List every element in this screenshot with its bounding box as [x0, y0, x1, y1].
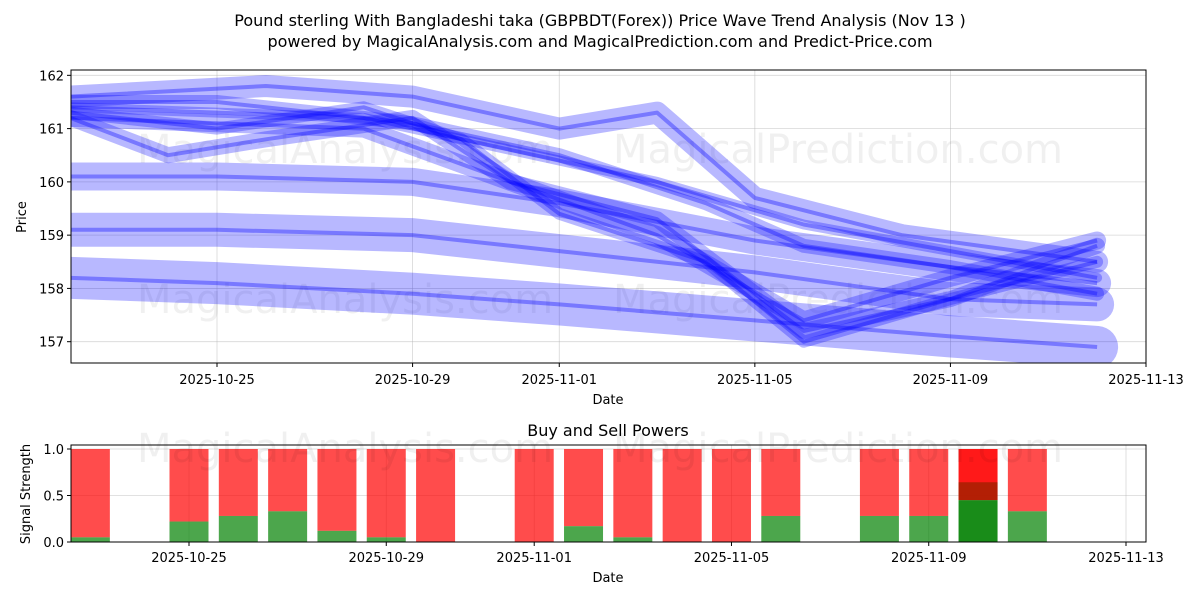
power-x-tick-label: 2025-11-13 [1088, 551, 1164, 566]
wave-band-2 [71, 95, 1105, 301]
price-x-tick-label: 2025-11-09 [913, 373, 989, 388]
power-y-tick-label: 0.5 [43, 490, 64, 505]
watermark-analysis-top: MagicalAnalysis.com [137, 127, 553, 173]
power-chart-title: Buy and Sell Powers [527, 421, 689, 440]
power-x-tick-label: 2025-10-29 [348, 551, 424, 566]
price-y-tick-label: 159 [39, 229, 64, 244]
sell-bar [1007, 449, 1047, 512]
power-x-tick-label: 2025-11-05 [694, 551, 770, 566]
buy-bar [71, 537, 110, 542]
wave-line-4 [71, 115, 1098, 333]
power-watermarks: MagicalAnalysis.com MagicalPrediction.co… [137, 426, 1063, 472]
price-x-tick-label: 2025-10-29 [375, 373, 451, 388]
power-bars [71, 449, 1047, 542]
buy-bar [317, 530, 357, 542]
price-x-tick-label: 2025-11-13 [1108, 373, 1184, 388]
watermark-prediction-mid: MagicalPrediction.com [613, 277, 1063, 323]
buy-bar [366, 537, 406, 542]
wave-band-5 [71, 101, 1104, 348]
buy-bar [761, 515, 801, 542]
wave-line-9 [71, 115, 1098, 323]
sell-bar [662, 449, 702, 542]
price-y-tick-label: 160 [39, 176, 64, 191]
buy-bar [958, 500, 998, 542]
wave-band-3 [71, 102, 1103, 283]
sell-bar [169, 449, 209, 522]
price-watermarks: MagicalAnalysis.com MagicalPrediction.co… [137, 127, 1063, 323]
power-y-ticks: 0.0 0.5 1.0 [43, 443, 71, 551]
watermark-prediction-top: MagicalPrediction.com [613, 127, 1063, 173]
sell-bar [71, 449, 110, 538]
sell-bar [317, 449, 357, 531]
price-plot-frame [70, 69, 1147, 364]
wave-band-8 [71, 256, 1119, 363]
price-x-tick-label: 2025-11-05 [717, 373, 793, 388]
power-y-tick-label: 0.0 [43, 536, 64, 551]
wave-line-6 [71, 174, 1098, 286]
power-plot-frame [70, 444, 1147, 543]
buy-bar [169, 521, 209, 542]
wave-line-8 [71, 275, 1098, 349]
chart-title-line2: powered by MagicalAnalysis.com and Magic… [267, 32, 932, 51]
buy-bar [564, 526, 604, 542]
wave-line-2 [71, 100, 1098, 296]
sell-bar [366, 449, 406, 538]
buy-bar [1007, 511, 1047, 542]
watermark-analysis-bottom: MagicalAnalysis.com [137, 426, 553, 472]
price-y-tick-label: 157 [39, 336, 64, 351]
wave-band-7 [71, 212, 1115, 322]
sell-bar-overlap [958, 482, 998, 501]
buy-bar [613, 537, 653, 542]
price-x-tick-label: 2025-10-25 [179, 373, 255, 388]
buy-bar [218, 515, 258, 542]
sell-bar [859, 449, 899, 516]
price-y-tick-label: 161 [39, 123, 64, 138]
wave-band-1 [71, 75, 1109, 273]
wave-band-4 [71, 109, 1106, 339]
buy-bar [268, 511, 308, 542]
wave-line-5 [71, 105, 1098, 344]
power-x-tick-label: 2025-11-01 [496, 551, 572, 566]
chart-title-line1: Pound sterling With Bangladeshi taka (GB… [234, 11, 965, 30]
sell-bar [711, 449, 751, 542]
power-x-tick-label: 2025-10-25 [151, 551, 227, 566]
power-x-axis-label: Date [592, 571, 623, 586]
price-y-axis-label: Price [15, 201, 30, 233]
sell-bar [613, 449, 653, 538]
price-y-ticks: 157 158 159 160 161 162 [39, 69, 71, 351]
wave-line-1 [71, 84, 1098, 264]
price-x-ticks: 2025-10-25 2025-10-29 2025-11-01 2025-11-05… [179, 363, 1184, 388]
price-x-axis-label: Date [592, 393, 623, 408]
power-y-tick-label: 1.0 [43, 443, 64, 458]
price-wave-series [71, 75, 1119, 363]
wave-line-3 [71, 105, 1098, 280]
wave-band-6 [71, 162, 1112, 298]
sell-bar [218, 449, 258, 516]
price-grid [71, 70, 1147, 363]
sell-bar [909, 449, 949, 516]
watermark-prediction-bottom: MagicalPrediction.com [613, 426, 1063, 472]
price-y-tick-label: 158 [39, 282, 64, 297]
price-x-tick-label: 2025-11-01 [521, 373, 597, 388]
power-x-ticks: 2025-10-25 2025-10-29 2025-11-01 2025-11-05… [151, 542, 1164, 566]
wave-line-7 [71, 227, 1098, 307]
power-y-axis-label: Signal Strength [19, 444, 34, 544]
sell-bar [564, 449, 604, 527]
price-y-tick-label: 162 [39, 69, 64, 84]
buy-bar [909, 515, 949, 542]
sell-bar [514, 449, 554, 542]
sell-bar [268, 449, 308, 512]
watermark-analysis-mid: MagicalAnalysis.com [137, 277, 553, 323]
sell-bar [761, 449, 801, 516]
wave-band-9 [71, 108, 1107, 330]
sell-bar [416, 449, 456, 542]
power-x-tick-label: 2025-11-09 [891, 551, 967, 566]
buy-bar [859, 515, 899, 542]
